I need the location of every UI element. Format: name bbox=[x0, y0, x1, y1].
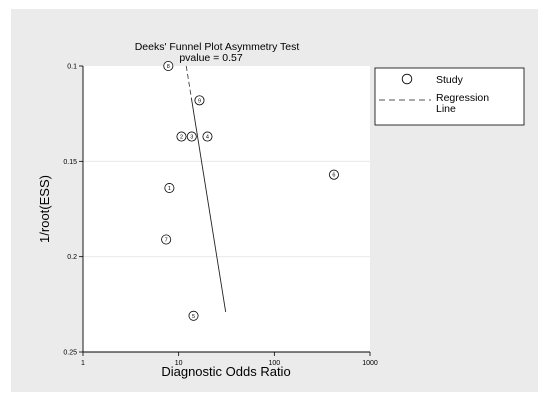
legend: Study Regression Line bbox=[374, 67, 525, 126]
y-tick-label: 0.1 bbox=[67, 64, 77, 71]
study-point-marker bbox=[186, 131, 197, 142]
study-point-marker bbox=[202, 131, 213, 142]
study-point-label: 4 bbox=[206, 135, 209, 141]
x-tick-label: 1000 bbox=[362, 360, 378, 367]
plot-frame: 0.1 0.15 0.2 0.25 1 10 100 1000 8 9 2 3 4 6 1 7 5 Deeks… bbox=[11, 9, 538, 392]
x-axis-title: Diagnostic Odds Ratio bbox=[161, 364, 290, 379]
chart-subtitle: pvalue = 0.57 bbox=[179, 52, 243, 64]
study-point-marker bbox=[163, 61, 174, 72]
study-point-label: 8 bbox=[167, 64, 170, 70]
legend-study-marker bbox=[401, 73, 413, 85]
study-point: 2 bbox=[176, 131, 187, 142]
y-tick-label: 0.25 bbox=[63, 350, 77, 357]
y-tick-label: 0.15 bbox=[63, 159, 77, 166]
study-point: 8 bbox=[163, 61, 174, 72]
legend-box bbox=[374, 67, 525, 126]
study-point-label: 1 bbox=[168, 186, 171, 192]
legend-regression-label-line2: Line bbox=[436, 103, 456, 115]
axes: 0.1 0.15 0.2 0.25 1 10 100 1000 bbox=[63, 64, 378, 368]
study-point: 1 bbox=[164, 183, 175, 194]
chart-title: Deeks' Funnel Plot Asymmetry Test bbox=[135, 41, 300, 53]
study-point: 6 bbox=[328, 169, 339, 180]
x-tick-label: 10 bbox=[175, 360, 183, 367]
study-point-label: 7 bbox=[165, 238, 168, 244]
study-point-label: 5 bbox=[192, 314, 195, 320]
legend-regression-label-line1: Regression bbox=[436, 92, 489, 104]
study-point-marker bbox=[328, 169, 339, 180]
study-point: 7 bbox=[161, 234, 172, 245]
study-point-label: 2 bbox=[180, 135, 183, 141]
study-point-marker bbox=[194, 95, 205, 106]
regression-line bbox=[190, 97, 227, 313]
study-point: 3 bbox=[186, 131, 197, 142]
x-tick-label: 100 bbox=[268, 360, 280, 367]
plot-area bbox=[83, 66, 370, 352]
study-point: 5 bbox=[188, 310, 199, 321]
study-point-marker bbox=[176, 131, 187, 142]
study-point-marker bbox=[188, 310, 199, 321]
legend-study-label: Study bbox=[436, 74, 464, 86]
study-point-marker bbox=[161, 234, 172, 245]
study-point: 4 bbox=[202, 131, 213, 142]
funnel-plot-chart: 0.1 0.15 0.2 0.25 1 10 100 1000 8 9 2 3 4 6 1 7 5 Deeks… bbox=[37, 41, 525, 379]
study-point-label: 6 bbox=[332, 173, 335, 179]
y-tick-label: 0.2 bbox=[67, 254, 77, 261]
study-point-label: 9 bbox=[198, 98, 201, 104]
regression-layer bbox=[185, 65, 227, 313]
study-point-marker bbox=[164, 183, 175, 194]
study-point: 9 bbox=[194, 95, 205, 106]
x-tick-label: 1 bbox=[81, 360, 85, 367]
study-point-label: 3 bbox=[190, 135, 193, 141]
study-points: 8 9 2 3 4 6 1 7 5 bbox=[161, 61, 339, 321]
regression-line-dashed bbox=[185, 65, 192, 99]
y-axis-title: 1/root(ESS) bbox=[37, 175, 52, 243]
